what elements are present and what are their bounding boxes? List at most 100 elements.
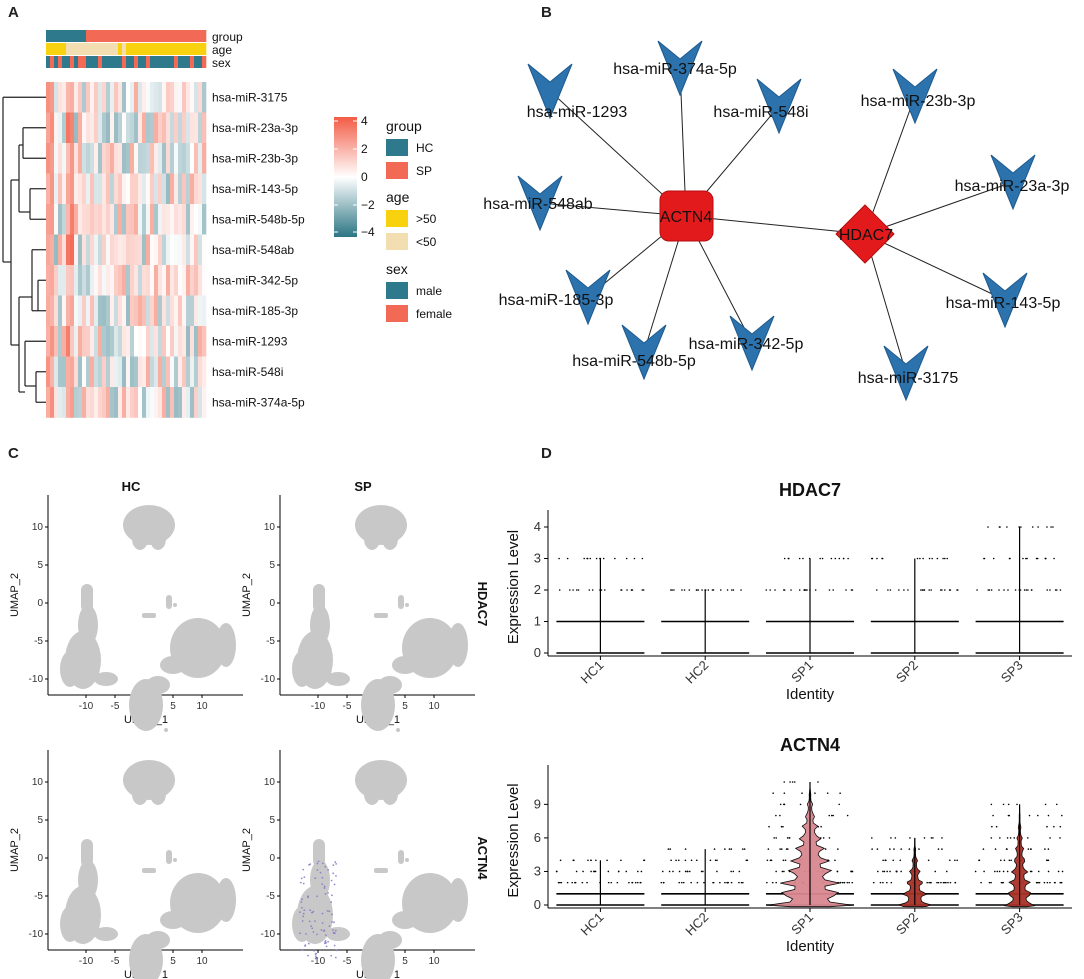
jitter-dot xyxy=(1029,870,1032,873)
heatmap-cell xyxy=(194,173,199,205)
jitter-dot xyxy=(690,881,692,884)
jitter-dot xyxy=(990,881,992,884)
expressing-cell xyxy=(299,932,301,935)
mirna-node-23a-3p xyxy=(990,154,1036,211)
heatmap-cell xyxy=(78,204,83,235)
heatmap-cell xyxy=(198,143,203,174)
panel-label-d: D xyxy=(541,445,552,462)
jitter-dot xyxy=(876,557,878,560)
jitter-dot xyxy=(742,881,744,884)
x-tick-label: SP2 xyxy=(893,658,921,686)
jitter-dot xyxy=(1044,848,1046,850)
heatmap-cell xyxy=(46,82,51,113)
jitter-dot xyxy=(899,859,902,862)
jitter-dot xyxy=(786,837,789,839)
jitter-dot xyxy=(588,589,591,591)
group-annotation-cell xyxy=(70,30,75,42)
x-tick-label: -10 xyxy=(79,701,94,712)
heatmap-row-label: hsa-miR-23a-3p xyxy=(212,121,298,135)
heatmap-cell xyxy=(166,234,171,266)
y-tick-label: 3 xyxy=(534,863,541,878)
jitter-dot xyxy=(944,589,946,591)
jitter-dot xyxy=(636,881,639,884)
heatmap-cell xyxy=(138,143,143,174)
heatmap-cell xyxy=(74,387,79,418)
jitter-dot xyxy=(1043,881,1046,884)
heatmap-cell xyxy=(86,173,91,205)
heatmap-cell xyxy=(94,234,99,266)
jitter-dot xyxy=(767,848,770,850)
jitter-dot xyxy=(1046,526,1048,528)
heatmap-cell xyxy=(82,82,87,113)
jitter-dot xyxy=(559,859,562,862)
jitter-dot xyxy=(1003,589,1005,591)
jitter-dot xyxy=(712,881,714,884)
jitter-dot xyxy=(1008,859,1011,862)
heatmap-cell xyxy=(186,295,191,327)
heatmap-cell xyxy=(202,356,207,388)
jitter-dot xyxy=(839,881,842,884)
jitter-dot xyxy=(828,837,831,839)
heatmap-cell xyxy=(74,356,79,388)
expressing-cell xyxy=(326,910,329,912)
expressing-cell xyxy=(301,920,304,922)
heatmap-cell xyxy=(202,143,207,174)
heatmap-cell xyxy=(170,173,175,205)
jitter-dot xyxy=(998,589,1000,591)
legend-swatch-female xyxy=(386,305,408,322)
heatmap-cell xyxy=(170,356,175,388)
heatmap-cell xyxy=(150,143,155,174)
heatmap-cell xyxy=(126,204,131,235)
heatmap-cell xyxy=(154,173,159,205)
mirna-node-185-3p xyxy=(565,269,611,326)
gene-node-actn4 xyxy=(659,190,714,242)
jitter-dot xyxy=(956,589,959,591)
jitter-dot xyxy=(920,589,922,591)
jitter-dot xyxy=(683,589,686,591)
jitter-dot xyxy=(775,881,777,884)
expressing-cell xyxy=(299,881,302,884)
heatmap-cell xyxy=(90,204,95,235)
jitter-dot xyxy=(667,848,670,850)
heatmap-cell xyxy=(122,326,127,357)
jitter-dot xyxy=(832,814,834,817)
heatmap-cell xyxy=(46,234,51,266)
jitter-dot xyxy=(1061,870,1064,873)
heatmap-cell xyxy=(122,143,127,174)
jitter-dot xyxy=(881,557,884,560)
expressing-cell xyxy=(325,945,328,948)
jitter-dot xyxy=(848,881,850,884)
heatmap-cell xyxy=(94,143,99,174)
heatmap-cell xyxy=(74,204,79,235)
group-annotation-cell xyxy=(138,30,143,42)
heatmap-cell xyxy=(190,295,195,327)
expressing-cell xyxy=(335,862,338,865)
heatmap-cell xyxy=(58,356,63,388)
jitter-dot xyxy=(741,848,744,850)
heatmap-cell xyxy=(102,326,107,357)
legend-swatch-age-young xyxy=(386,233,408,250)
jitter-dot xyxy=(1038,881,1041,884)
scale-tick: 4 xyxy=(361,114,368,128)
expressing-cell xyxy=(332,872,335,875)
heatmap-cell xyxy=(174,234,179,266)
expressing-cell xyxy=(335,875,337,877)
jitter-dot xyxy=(730,881,733,884)
heatmap-cell xyxy=(154,143,159,174)
expressing-cell xyxy=(327,868,330,871)
violin-panel: HDAC7 0 1 2 3 4 Expression Level Identity HC1 HC2… xyxy=(505,480,1072,955)
expressing-cell xyxy=(316,862,319,865)
jitter-dot xyxy=(782,825,784,828)
age-annotation-cell xyxy=(86,43,91,55)
jitter-dot xyxy=(628,881,630,884)
jitter-dot xyxy=(726,589,729,591)
jitter-dot xyxy=(1002,881,1005,884)
jitter-dot xyxy=(836,870,839,873)
expressing-cell xyxy=(321,862,324,865)
jitter-dot xyxy=(1055,589,1058,591)
heatmap-cell xyxy=(178,265,183,296)
age-annotation-cell xyxy=(54,43,59,55)
heatmap-cell xyxy=(134,112,139,144)
jitter-dot xyxy=(1035,881,1038,884)
heatmap-cell xyxy=(110,265,115,296)
